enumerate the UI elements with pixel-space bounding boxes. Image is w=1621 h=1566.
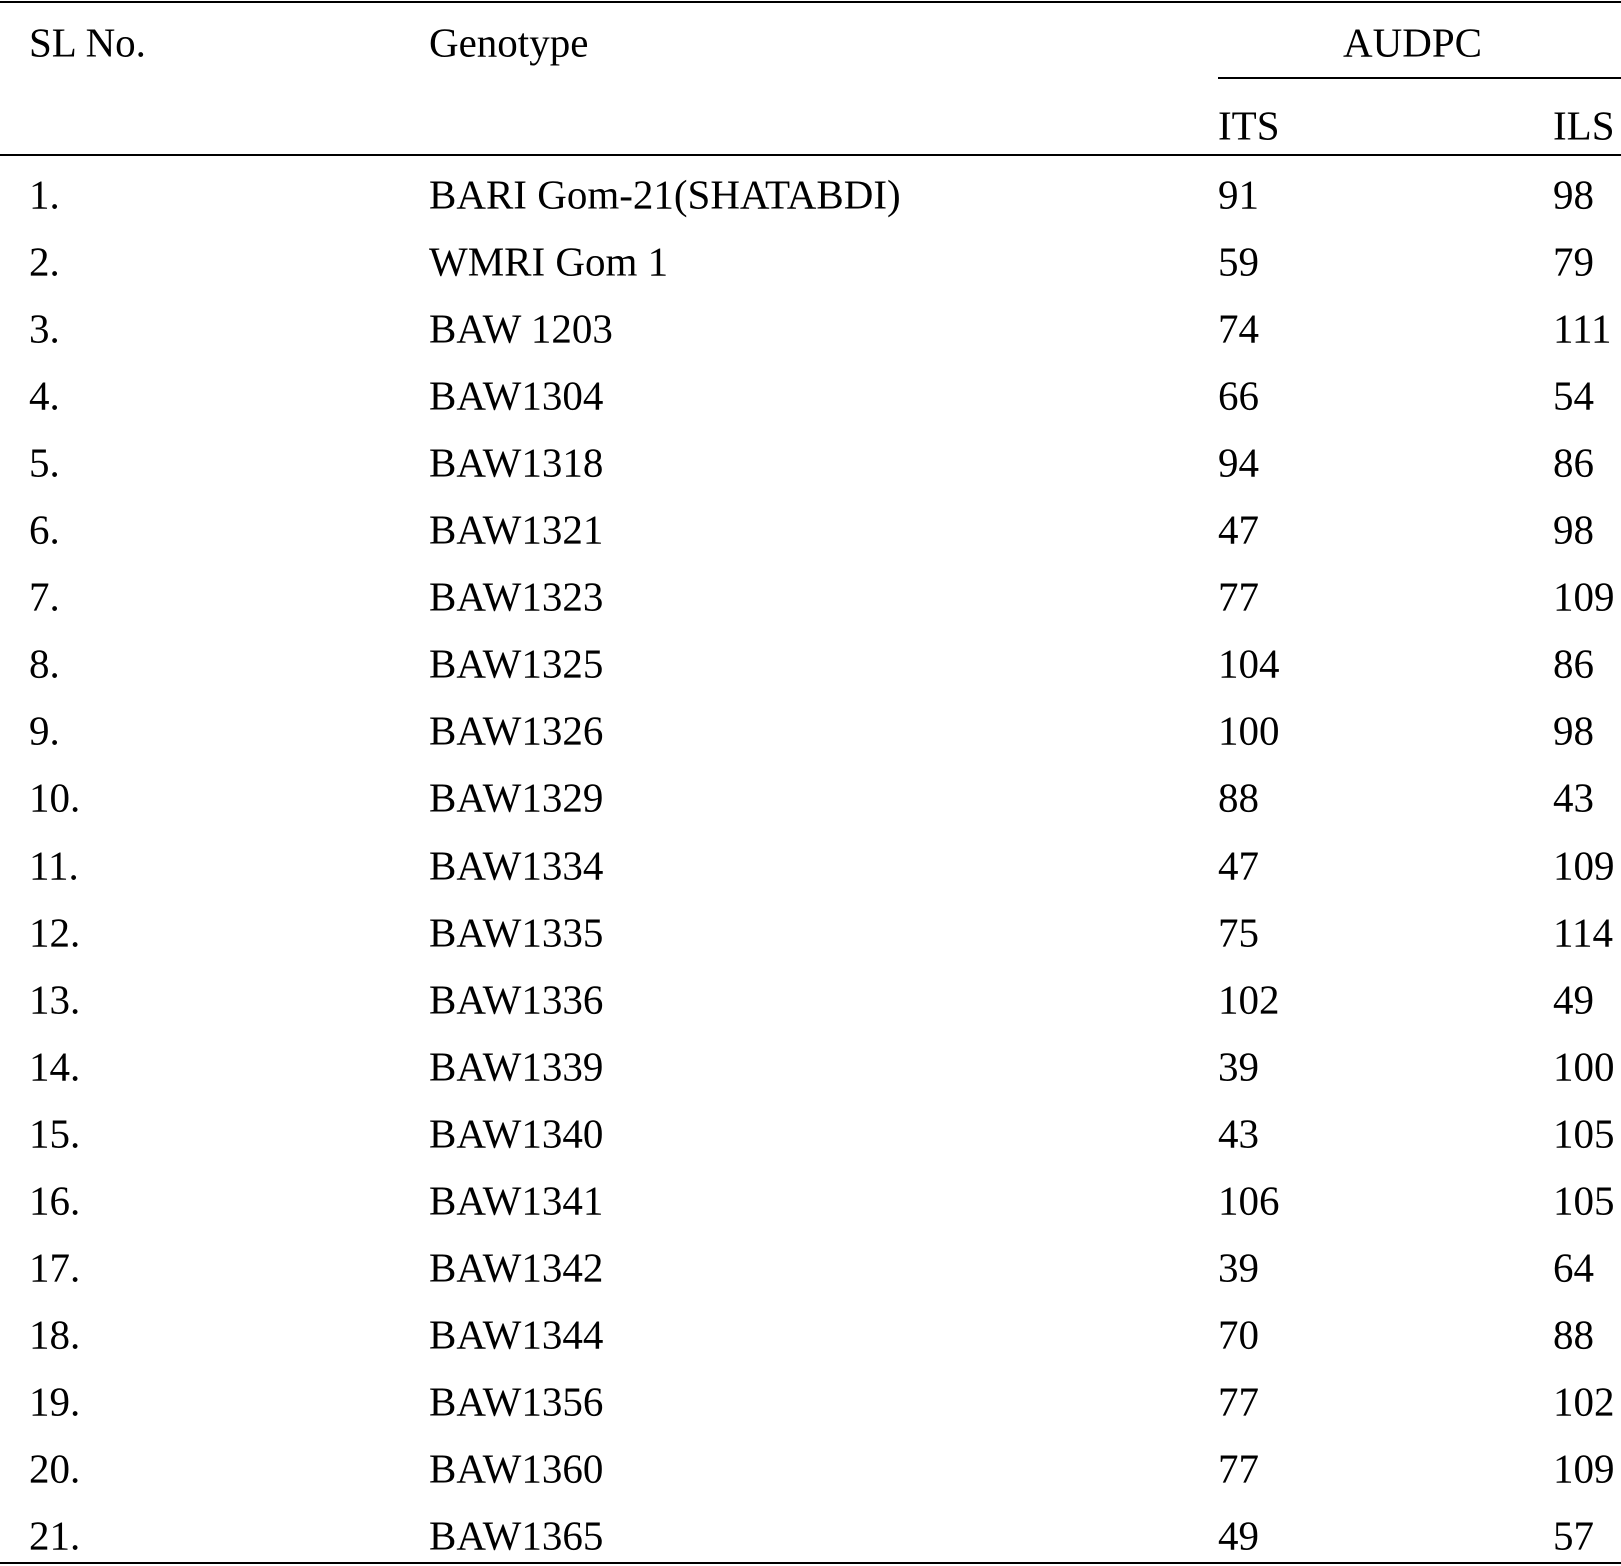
its-value: 100	[1218, 707, 1280, 754]
sl-number: 3.	[29, 305, 60, 352]
sl-number: 17.	[29, 1244, 81, 1291]
sl-number: 10.	[29, 774, 81, 821]
ils-value: 86	[1553, 640, 1594, 687]
its-value: 47	[1218, 842, 1259, 888]
its-value: 39	[1218, 1244, 1259, 1291]
its-value: 49	[1218, 1512, 1259, 1559]
genotype: BAW1304	[429, 372, 604, 419]
genotype: BAW1336	[429, 976, 604, 1023]
header-cell: SL No.	[29, 19, 146, 66]
top-rule	[0, 1, 1621, 3]
its-value: 74	[1218, 305, 1259, 352]
sl-number: 2.	[29, 238, 60, 285]
ils-value: 102	[1553, 1378, 1615, 1425]
genotype: WMRI Gom 1	[429, 238, 669, 285]
sl-number: 11.	[29, 842, 79, 888]
ils-value: 57	[1553, 1512, 1594, 1559]
ils-value: 111	[1553, 305, 1612, 352]
sl-number: 7.	[29, 573, 60, 620]
sl-number: 16.	[29, 1177, 81, 1224]
genotype: BAW1318	[429, 439, 604, 486]
sl-number: 13.	[29, 976, 81, 1023]
ils-value: 54	[1553, 372, 1594, 419]
ils-value: 98	[1553, 171, 1594, 218]
ils-value: 86	[1553, 439, 1594, 486]
ils-value: 98	[1553, 707, 1594, 754]
ils-value: 49	[1553, 976, 1594, 1023]
sl-number: 20.	[29, 1445, 81, 1492]
its-value: 77	[1218, 1445, 1259, 1492]
genotype: BAW1339	[429, 1043, 604, 1090]
its-value: 43	[1218, 1110, 1259, 1157]
sl-number: 4.	[29, 372, 60, 419]
its-value: 88	[1218, 774, 1259, 821]
genotype: BAW1321	[429, 506, 604, 553]
its-value: 106	[1218, 1177, 1280, 1224]
genotype: BAW1334	[429, 842, 604, 888]
genotype: BAW1325	[429, 640, 604, 687]
genotype: BAW1340	[429, 1110, 604, 1157]
its-value: 91	[1218, 171, 1259, 218]
its-value: 77	[1218, 1378, 1259, 1425]
its-value: 70	[1218, 1311, 1259, 1358]
sl-number: 9.	[29, 707, 60, 754]
group-rule	[1218, 77, 1621, 79]
genotype: BAW1356	[429, 1378, 604, 1425]
sl-number: 5.	[29, 439, 60, 486]
sl-number: 8.	[29, 640, 60, 687]
genotype: BAW1360	[429, 1445, 604, 1492]
its-value: 104	[1218, 640, 1280, 687]
genotype: BAW1344	[429, 1311, 604, 1358]
ils-value: 64	[1553, 1244, 1594, 1291]
its-value: 75	[1218, 909, 1259, 956]
header-group: AUDPC	[1343, 19, 1482, 66]
sl-number: 21.	[29, 1512, 81, 1559]
bottom-rule	[0, 1562, 1621, 1564]
ils-value: 88	[1553, 1311, 1594, 1358]
ils-value: 109	[1553, 842, 1615, 888]
sl-number: 1.	[29, 171, 60, 218]
genotype: BAW1323	[429, 573, 604, 620]
subheader-cell: ILS	[1553, 102, 1615, 149]
ils-value: 43	[1553, 774, 1594, 821]
sl-number: 12.	[29, 909, 81, 956]
genotype: BAW1365	[429, 1512, 604, 1559]
ils-value: 109	[1553, 573, 1615, 620]
subheader-cell: ITS	[1218, 102, 1280, 149]
its-value: 102	[1218, 976, 1280, 1023]
sl-number: 6.	[29, 506, 60, 553]
its-value: 66	[1218, 372, 1259, 419]
ils-value: 100	[1553, 1043, 1615, 1090]
sl-number: 14.	[29, 1043, 81, 1090]
ils-value: 105	[1553, 1177, 1615, 1224]
header-cell: Genotype	[429, 19, 589, 66]
ils-value: 109	[1553, 1445, 1615, 1492]
ils-value: 79	[1553, 238, 1594, 285]
genotype: BAW1329	[429, 774, 604, 821]
its-value: 47	[1218, 506, 1259, 553]
genotype: BAW1341	[429, 1177, 604, 1224]
its-value: 94	[1218, 439, 1259, 486]
sl-number: 19.	[29, 1378, 81, 1425]
sl-number: 15.	[29, 1110, 81, 1157]
its-value: 59	[1218, 238, 1259, 285]
genotype: BARI Gom-21(SHATABDI)	[429, 171, 901, 218]
ils-value: 105	[1553, 1110, 1615, 1157]
genotype: BAW 1203	[429, 305, 613, 352]
ils-value: 114	[1553, 909, 1613, 956]
sl-number: 18.	[29, 1311, 81, 1358]
its-value: 39	[1218, 1043, 1259, 1090]
genotype: BAW1342	[429, 1244, 604, 1291]
genotype: BAW1326	[429, 707, 604, 754]
ils-value: 98	[1553, 506, 1594, 553]
its-value: 77	[1218, 573, 1259, 620]
genotype: BAW1335	[429, 909, 604, 956]
header-rule	[0, 154, 1621, 156]
